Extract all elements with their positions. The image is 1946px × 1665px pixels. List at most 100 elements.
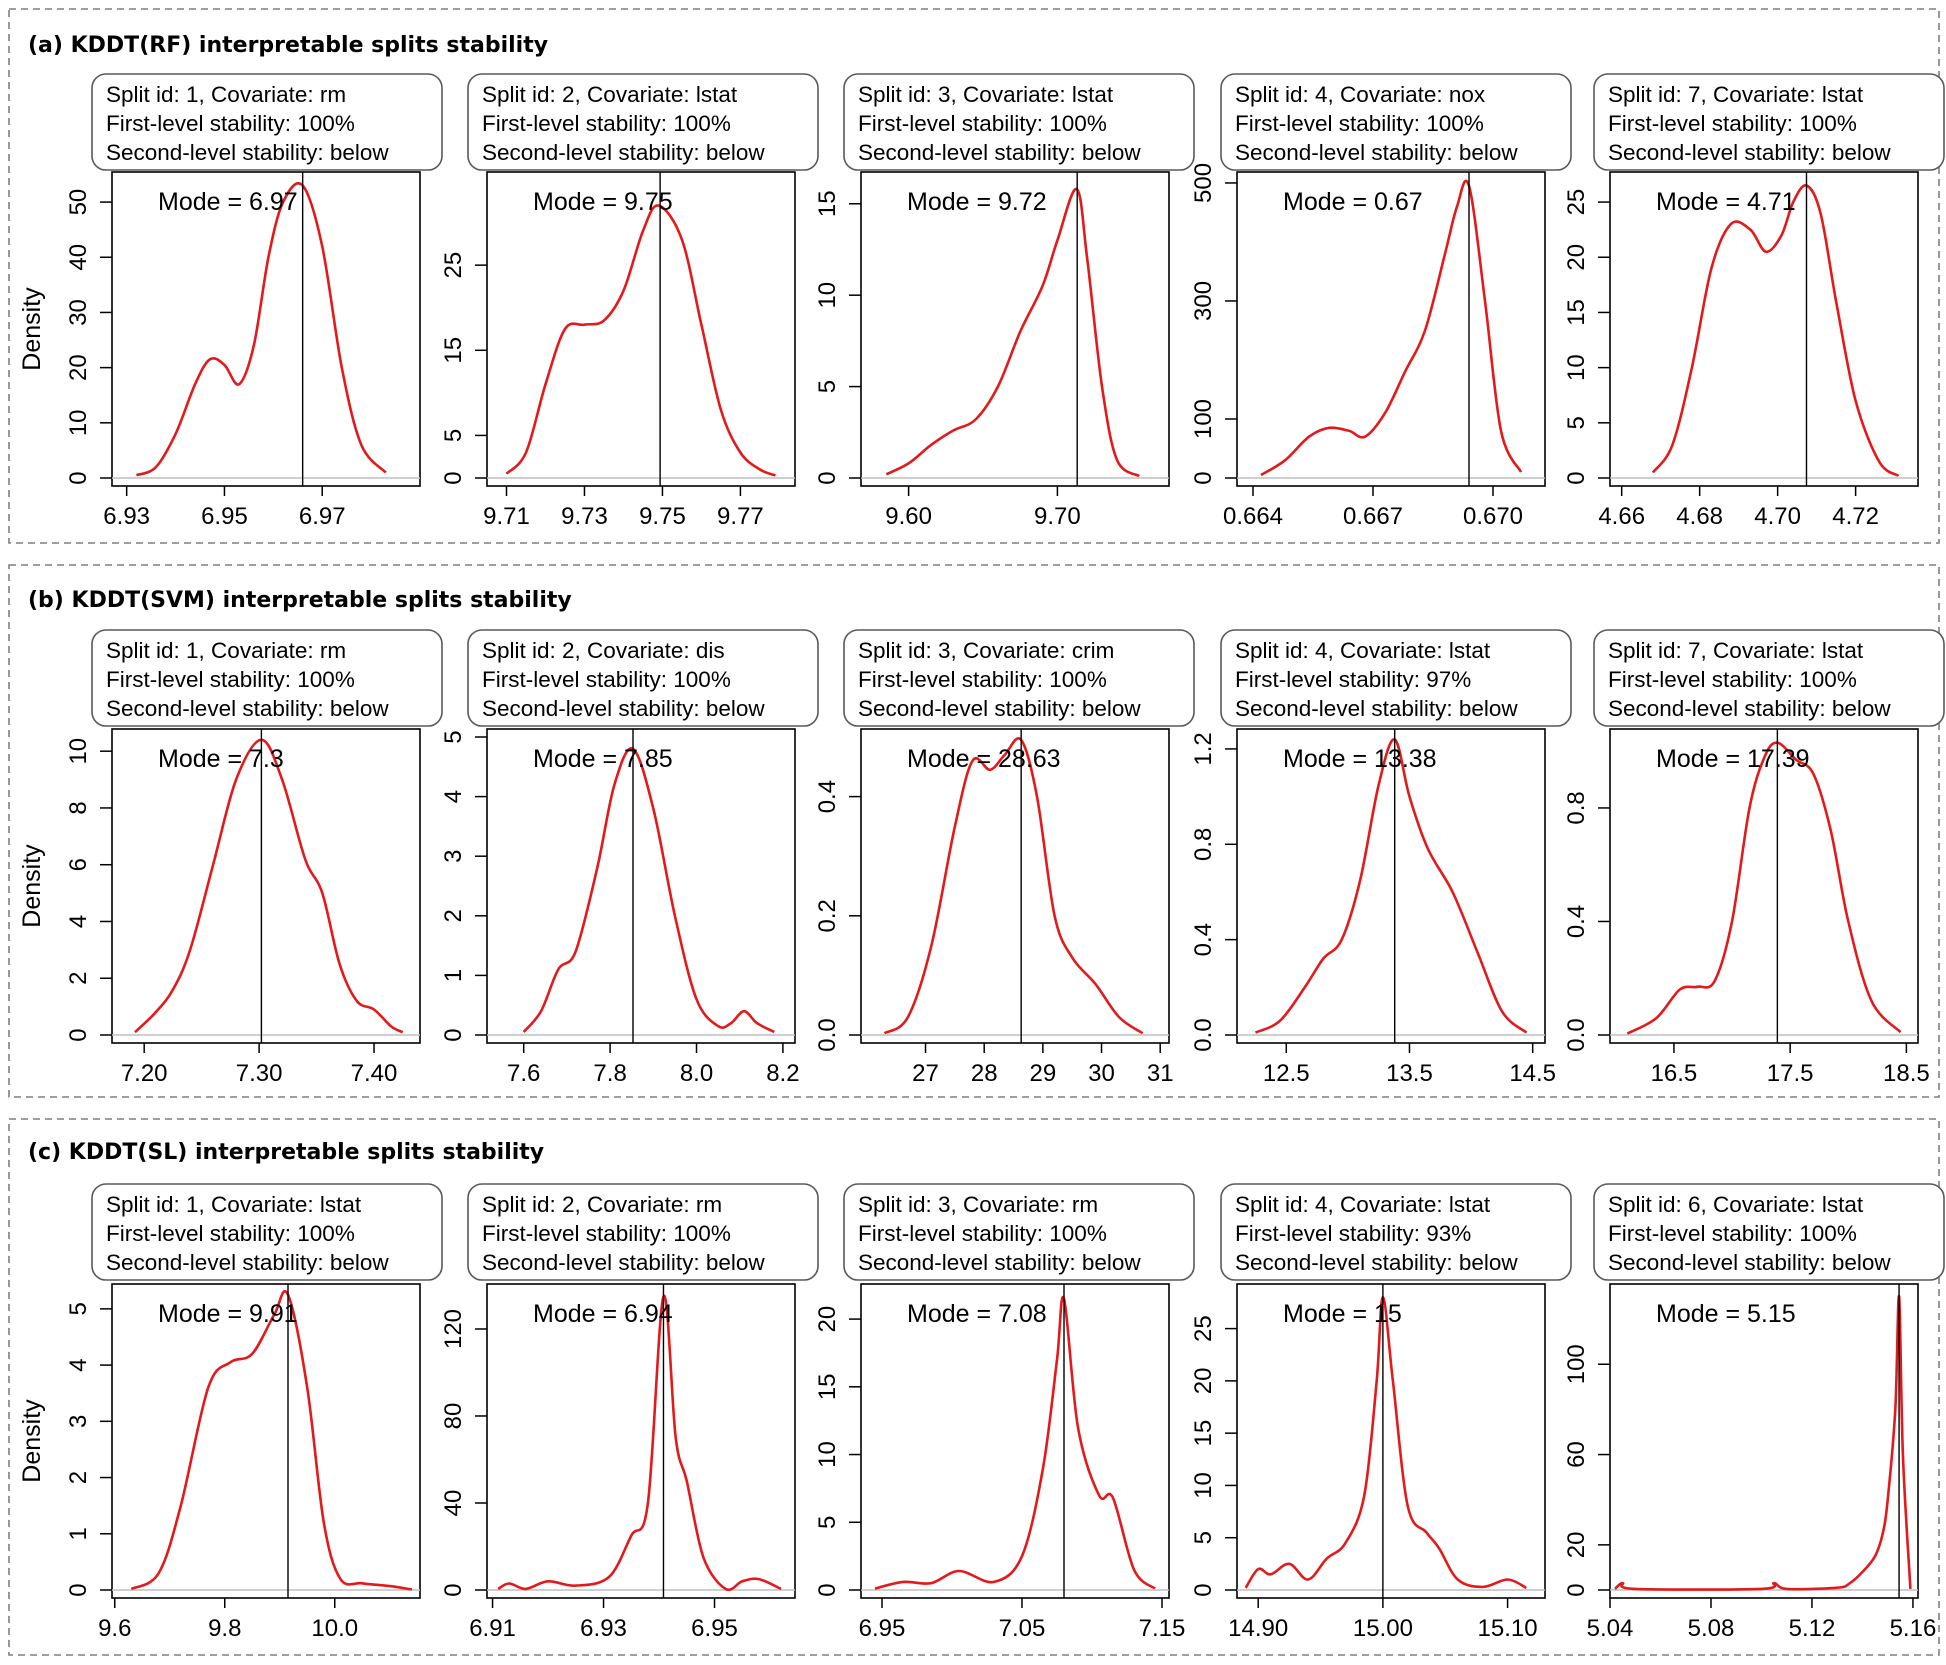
plot-box bbox=[111, 171, 421, 487]
panel-title: (c) KDDT(SL) interpretable splits stabil… bbox=[28, 1140, 544, 1165]
y-tick-label: 300 bbox=[1190, 281, 1217, 321]
y-tick-label: 15 bbox=[814, 190, 841, 217]
mode-label: Mode = 6.97 bbox=[158, 188, 298, 216]
x-tick-label: 5.12 bbox=[1789, 1615, 1836, 1642]
plot-box bbox=[1609, 728, 1919, 1044]
info-line: First-level stability: 100% bbox=[482, 111, 731, 136]
panel-title: (a) KDDT(RF) interpretable splits stabil… bbox=[28, 33, 548, 58]
plot-box bbox=[860, 728, 1170, 1044]
y-tick-label: 10 bbox=[1563, 354, 1590, 381]
info-box bbox=[467, 1183, 819, 1281]
density-curve bbox=[1626, 741, 1902, 1035]
x-tick-label: 18.5 bbox=[1883, 1060, 1930, 1087]
y-tick-label: 40 bbox=[65, 244, 92, 271]
x-tick-label: 6.95 bbox=[201, 503, 248, 530]
y-tick-label: 5 bbox=[440, 429, 467, 442]
y-tick-label: 5 bbox=[814, 380, 841, 393]
y-tick-label: 80 bbox=[440, 1403, 467, 1430]
info-line: First-level stability: 100% bbox=[482, 667, 731, 692]
x-tick-label: 6.95 bbox=[691, 1615, 738, 1642]
density-curve bbox=[1614, 1295, 1912, 1591]
plot-box bbox=[111, 728, 421, 1044]
mode-label: Mode = 9.91 bbox=[158, 1300, 298, 1328]
y-tick-label: 3 bbox=[440, 850, 467, 863]
plot-box bbox=[1236, 171, 1546, 487]
mode-label: Mode = 9.72 bbox=[907, 188, 1047, 216]
mode-label: Mode = 5.15 bbox=[1656, 1300, 1796, 1328]
info-box bbox=[91, 629, 443, 727]
y-tick-label: 10 bbox=[814, 1441, 841, 1468]
y-tick-label: 2 bbox=[65, 1471, 92, 1484]
info-line: Second-level stability: below bbox=[482, 140, 765, 165]
x-tick-label: 4.70 bbox=[1754, 503, 1801, 530]
y-tick-label: 0 bbox=[440, 1028, 467, 1041]
info-box bbox=[1593, 1183, 1945, 1281]
x-tick-label: 0.670 bbox=[1463, 503, 1523, 530]
y-tick-label: 0.0 bbox=[1190, 1018, 1217, 1051]
info-line: Split id: 4, Covariate: lstat bbox=[1235, 1192, 1491, 1217]
x-tick-label: 9.77 bbox=[717, 503, 764, 530]
y-tick-label: 0 bbox=[65, 1028, 92, 1041]
density-curve bbox=[505, 204, 776, 477]
info-line: Second-level stability: below bbox=[482, 1250, 765, 1275]
x-tick-label: 9.71 bbox=[483, 503, 530, 530]
x-tick-label: 7.6 bbox=[507, 1060, 540, 1087]
density-curve bbox=[1254, 738, 1528, 1034]
info-line: First-level stability: 100% bbox=[106, 667, 355, 692]
y-tick-label: 1 bbox=[440, 969, 467, 982]
density-plot-4: 0 100 300 500 0.664 0.667 0.670 Mode = 0.67 Spli… bbox=[1190, 73, 1572, 530]
y-tick-label: 15 bbox=[440, 337, 467, 364]
panel-title: (b) KDDT(SVM) interpretable splits stabi… bbox=[28, 588, 572, 613]
info-box bbox=[1220, 73, 1572, 171]
y-tick-label: 10 bbox=[65, 738, 92, 765]
density-curve bbox=[1651, 184, 1900, 477]
x-tick-label: 6.93 bbox=[580, 1615, 627, 1642]
x-tick-label: 5.16 bbox=[1890, 1615, 1937, 1642]
x-tick-label: 14.5 bbox=[1509, 1060, 1556, 1087]
y-tick-label: 0 bbox=[440, 1583, 467, 1596]
info-line: First-level stability: 100% bbox=[1608, 1221, 1857, 1246]
x-tick-label: 4.66 bbox=[1598, 503, 1645, 530]
panel-2: (b) KDDT(SVM) interpretable splits stabi… bbox=[8, 564, 1945, 1098]
plot-box bbox=[486, 728, 796, 1044]
mode-label: Mode = 13.38 bbox=[1283, 745, 1437, 773]
y-tick-label: 2 bbox=[440, 909, 467, 922]
y-tick-label: 5 bbox=[1190, 1531, 1217, 1544]
y-tick-label: 30 bbox=[65, 299, 92, 326]
y-tick-label: 0.0 bbox=[814, 1018, 841, 1051]
y-tick-label: 10 bbox=[65, 409, 92, 436]
y-tick-label: 4 bbox=[440, 790, 467, 803]
y-tick-label: 120 bbox=[440, 1309, 467, 1349]
mode-label: Mode = 7.85 bbox=[533, 745, 673, 773]
mode-label: Mode = 7.08 bbox=[907, 1300, 1047, 1328]
info-line: Split id: 4, Covariate: nox bbox=[1235, 82, 1486, 107]
info-line: First-level stability: 100% bbox=[858, 667, 1107, 692]
mode-label: Mode = 17.39 bbox=[1656, 745, 1810, 773]
y-tick-label: 4 bbox=[65, 915, 92, 928]
x-tick-label: 17.5 bbox=[1767, 1060, 1814, 1087]
density-curve bbox=[1244, 1295, 1527, 1590]
panel-frame bbox=[8, 1118, 1940, 1656]
plot-box bbox=[1236, 1283, 1546, 1599]
info-line: Second-level stability: below bbox=[1608, 1250, 1891, 1275]
y-tick-label: 0 bbox=[65, 1583, 92, 1596]
y-tick-label: 20 bbox=[1190, 1368, 1217, 1395]
y-tick-label: 0 bbox=[65, 471, 92, 484]
y-tick-label: 0 bbox=[440, 471, 467, 484]
x-tick-label: 6.95 bbox=[859, 1615, 906, 1642]
plot-box bbox=[1609, 1283, 1919, 1599]
mode-label: Mode = 9.75 bbox=[533, 188, 673, 216]
info-box bbox=[467, 629, 819, 727]
y-tick-label: 0.2 bbox=[814, 899, 841, 932]
plot-box bbox=[1236, 728, 1546, 1044]
info-box bbox=[1220, 629, 1572, 727]
y-tick-label: 10 bbox=[814, 282, 841, 309]
x-tick-label: 9.73 bbox=[561, 503, 608, 530]
y-tick-label: 4 bbox=[65, 1358, 92, 1371]
info-line: First-level stability: 100% bbox=[1608, 667, 1857, 692]
x-tick-label: 10.0 bbox=[311, 1615, 358, 1642]
info-box bbox=[843, 1183, 1195, 1281]
x-tick-label: 16.5 bbox=[1651, 1060, 1698, 1087]
info-box bbox=[843, 73, 1195, 171]
y-tick-label: 0 bbox=[1563, 471, 1590, 484]
